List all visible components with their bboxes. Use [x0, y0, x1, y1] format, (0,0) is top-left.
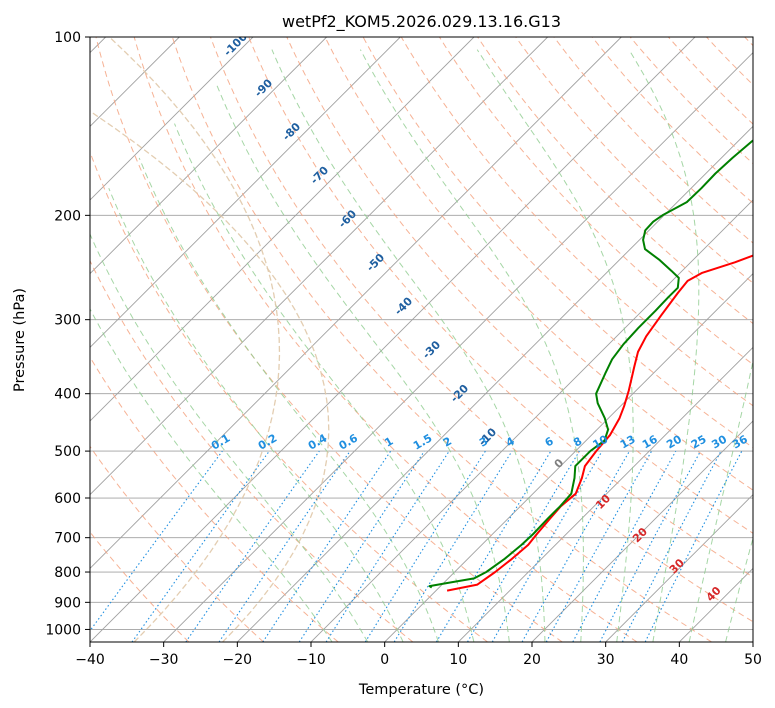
- isotherm-line: [90, 37, 622, 569]
- isotherm-line: [163, 52, 753, 642]
- x-tick-label: −10: [296, 652, 326, 668]
- dewpoint-profile-line: [428, 139, 753, 589]
- dry-adiabat-line: [133, 37, 638, 642]
- isotherm-line: [90, 37, 401, 348]
- plot-frame: [89, 36, 754, 643]
- dry-adiabat-line: [90, 259, 414, 642]
- x-tick-label: −40: [75, 652, 105, 668]
- y-tick-label: 500: [54, 444, 81, 460]
- moist-adiabat-line: [628, 49, 700, 642]
- isotherm-line: [90, 37, 696, 642]
- dry-adiabat-line: [95, 37, 563, 642]
- x-tick-label: 40: [670, 652, 688, 668]
- mixing-ratio-line: [325, 450, 450, 642]
- dry-adiabat-line: [400, 37, 753, 407]
- temperature-profile-line: [446, 254, 753, 592]
- mixing-ratio-line: [545, 450, 653, 642]
- mixing-ratio-line: [131, 450, 270, 642]
- moist-adiabat-line: [138, 157, 439, 642]
- moist-adiabat-line: [215, 83, 510, 642]
- x-tick-label: 30: [597, 652, 615, 668]
- mixing-ratio-line: [467, 450, 580, 642]
- moist-adiabat-line: [476, 49, 634, 642]
- dry-adiabat-line: [477, 37, 753, 325]
- dry-adiabat-line: [210, 37, 753, 623]
- x-tick-label: −30: [149, 652, 179, 668]
- mixing-ratio-line: [185, 450, 320, 642]
- mixing-ratio-line: [90, 450, 223, 632]
- dry-adiabat-line: [171, 37, 712, 642]
- moist-adiabat-line: [90, 308, 333, 642]
- x-tick-label: 50: [744, 652, 762, 668]
- x-tick-label: 20: [523, 652, 541, 668]
- mixing-ratio-line: [521, 450, 630, 642]
- isotherm-line: [458, 346, 753, 642]
- x-axis-label: Temperature (°C): [358, 682, 484, 698]
- y-tick-label: 800: [54, 565, 81, 581]
- mixing-ratio-line: [393, 450, 513, 642]
- plot-area: [90, 37, 753, 642]
- y-tick-label: 400: [54, 387, 81, 403]
- y-tick-label: 1000: [45, 622, 81, 638]
- moist-adiabat-line: [174, 123, 475, 642]
- dry-adiabat-line: [248, 37, 753, 578]
- y-tick-label: 700: [54, 531, 81, 547]
- isotherm-line: [90, 37, 327, 275]
- moist-adiabat-line: [271, 49, 546, 642]
- mixing-ratio-line: [218, 450, 351, 642]
- y-tick-label: 600: [54, 491, 81, 507]
- y-tick-label: 300: [54, 313, 81, 329]
- isotherm-line: [531, 420, 753, 642]
- isotherm-line: [237, 125, 753, 642]
- moist-adiabat-line: [90, 232, 369, 642]
- x-tick-label: 0: [380, 652, 389, 668]
- axes: −40 −30 −20 −10 0 10 20 30 40 50 100 200 300 400 500 60…: [45, 30, 762, 668]
- dry-adiabat-line: [629, 37, 753, 165]
- mixing-ratio-line: [491, 450, 603, 642]
- isotherm-line: [90, 37, 254, 201]
- dry-adiabat-line: [591, 37, 753, 204]
- x-tick-label: −20: [223, 652, 253, 668]
- y-tick-label: 200: [54, 208, 81, 224]
- y-tick-label: 100: [54, 30, 81, 46]
- isotherm-line: [90, 37, 475, 422]
- dry-adiabat-line: [324, 37, 753, 491]
- mixing-ratio-line: [364, 450, 486, 642]
- theta-e-curve: [90, 110, 330, 642]
- isotherm-line: [384, 273, 753, 642]
- y-tick-label: 900: [54, 595, 81, 611]
- dry-adiabat-line: [90, 445, 264, 642]
- moist-adiabat-line: [725, 536, 753, 642]
- x-tick-label: 10: [449, 652, 467, 668]
- chart-title: wetPf2_KOM5.2026.029.13.16.G13: [282, 12, 561, 32]
- dry-adiabat-line: [362, 37, 753, 449]
- dry-adiabat-line: [515, 37, 753, 284]
- mixing-ratio-line: [572, 450, 677, 642]
- mixing-ratio-line: [435, 450, 552, 642]
- isotherm-line: [90, 37, 548, 496]
- isotherm-line: [605, 494, 753, 642]
- moist-adiabat-line: [688, 358, 753, 642]
- theta-e-curve: [108, 37, 281, 642]
- y-axis-label: Pressure (hPa): [12, 288, 28, 392]
